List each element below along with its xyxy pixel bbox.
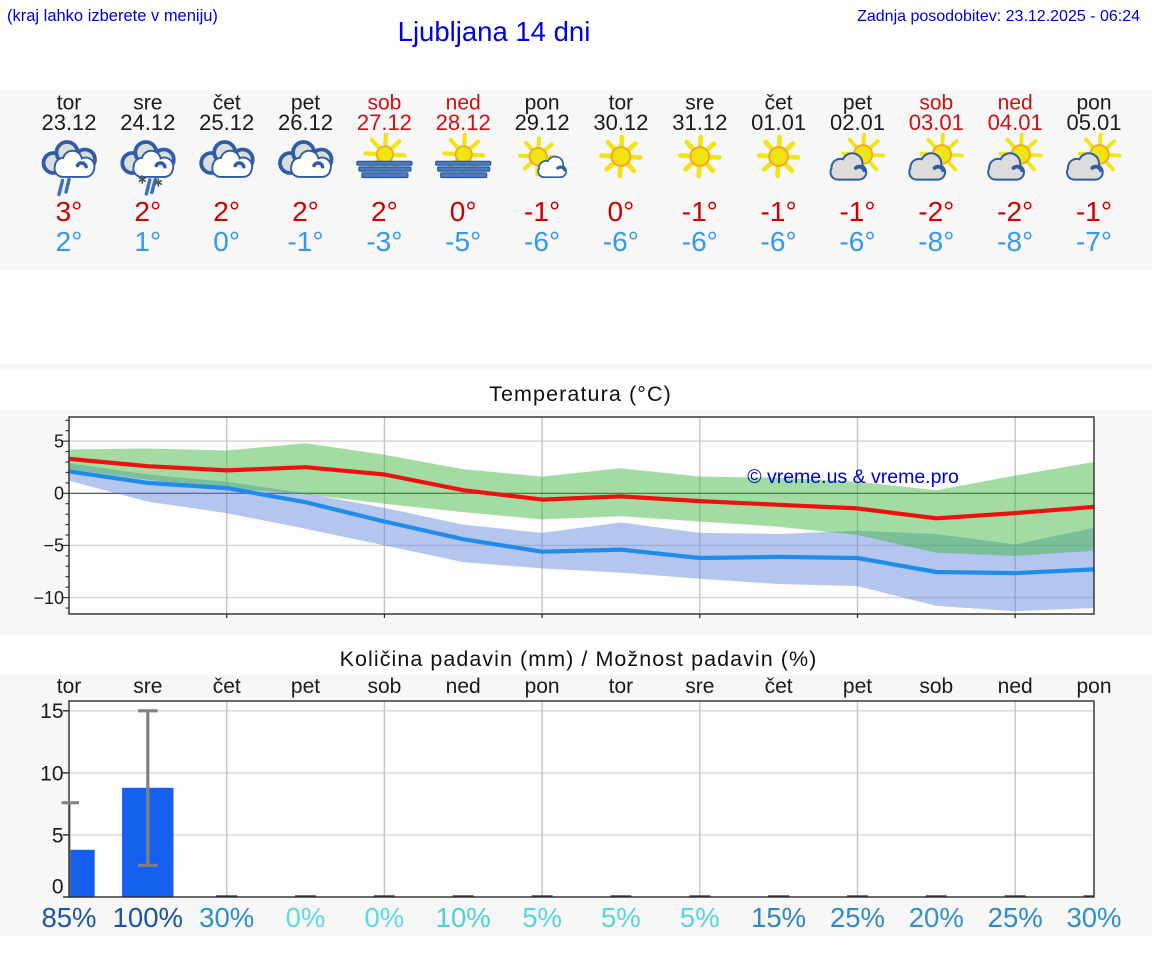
svg-text:26.12: 26.12 [278,110,333,135]
svg-text:28.12: 28.12 [436,110,491,135]
svg-text:pon: pon [1076,92,1111,115]
svg-text:tor: tor [609,92,634,115]
svg-text:−5: −5 [43,536,64,556]
svg-text:sob: sob [367,92,401,115]
svg-text:5: 5 [54,431,64,451]
svg-text:20%: 20% [909,902,964,933]
svg-text:5%: 5% [522,902,562,933]
svg-text:tor: tor [57,92,82,115]
svg-text:-6°: -6° [761,226,797,257]
svg-text:sre: sre [685,675,714,698]
svg-text:-1°: -1° [839,196,875,227]
svg-text:-1°: -1° [1076,196,1112,227]
svg-text:sre: sre [133,92,162,115]
svg-text:0: 0 [52,875,64,898]
svg-text:čet: čet [765,92,793,115]
svg-text:ned: ned [446,92,481,115]
svg-text:0°: 0° [450,196,477,227]
svg-text:5%: 5% [601,902,641,933]
svg-text:pon: pon [1076,675,1111,698]
svg-text:pet: pet [291,675,320,698]
svg-text:15: 15 [40,700,63,723]
svg-text:-6°: -6° [603,226,639,257]
svg-text:-8°: -8° [918,226,954,257]
svg-text:30.12: 30.12 [593,110,648,135]
svg-text:30%: 30% [199,902,254,933]
svg-text:2°: 2° [134,196,161,227]
svg-text:5: 5 [52,824,64,847]
svg-text:-1°: -1° [682,196,718,227]
svg-text:30%: 30% [1066,902,1121,933]
svg-text:0%: 0% [286,902,326,933]
svg-text:pet: pet [843,92,872,115]
svg-text:-1°: -1° [287,226,323,257]
svg-text:27.12: 27.12 [357,110,412,135]
svg-text:−10: −10 [33,588,64,608]
svg-text:05.01: 05.01 [1066,110,1121,135]
svg-text:čet: čet [213,675,241,698]
svg-text:tor: tor [57,675,82,698]
svg-text:-3°: -3° [366,226,402,257]
svg-text:ned: ned [998,92,1033,115]
svg-text:-6°: -6° [524,226,560,257]
svg-text:0: 0 [54,484,64,504]
svg-text:10%: 10% [436,902,491,933]
svg-text:-2°: -2° [918,196,954,227]
svg-text:pon: pon [525,92,560,115]
svg-text:sre: sre [133,675,162,698]
svg-text:-8°: -8° [997,226,1033,257]
svg-text:31.12: 31.12 [672,110,727,135]
svg-text:-2°: -2° [997,196,1033,227]
svg-text:25.12: 25.12 [199,110,254,135]
svg-text:03.01: 03.01 [909,110,964,135]
svg-text:0°: 0° [213,226,240,257]
svg-text:25%: 25% [830,902,885,933]
svg-text:sob: sob [919,92,953,115]
svg-text:-6°: -6° [682,226,718,257]
svg-text:23.12: 23.12 [41,110,96,135]
svg-text:ned: ned [998,675,1033,698]
svg-text:15%: 15% [751,902,806,933]
svg-text:2°: 2° [371,196,398,227]
svg-text:29.12: 29.12 [515,110,570,135]
svg-text:1°: 1° [134,226,161,257]
svg-text:2°: 2° [213,196,240,227]
svg-text:85%: 85% [41,902,96,933]
svg-text:sre: sre [685,92,714,115]
svg-text:100%: 100% [113,902,183,933]
svg-text:04.01: 04.01 [988,110,1043,135]
svg-text:24.12: 24.12 [120,110,175,135]
svg-text:-1°: -1° [761,196,797,227]
svg-text:pet: pet [843,675,872,698]
svg-text:-6°: -6° [839,226,875,257]
svg-text:sob: sob [919,675,953,698]
svg-text:-5°: -5° [445,226,481,257]
svg-text:tor: tor [609,675,634,698]
svg-text:25%: 25% [988,902,1043,933]
svg-text:čet: čet [765,675,793,698]
svg-text:-7°: -7° [1076,226,1112,257]
svg-text:2°: 2° [292,196,319,227]
svg-text:-1°: -1° [524,196,560,227]
svg-text:10: 10 [40,762,63,785]
svg-text:© vreme.us & vreme.pro: © vreme.us & vreme.pro [747,466,959,488]
svg-text:01.01: 01.01 [751,110,806,135]
svg-text:5%: 5% [680,902,720,933]
svg-text:sob: sob [367,675,401,698]
svg-text:2°: 2° [56,226,83,257]
svg-text:0%: 0% [365,902,405,933]
svg-text:0°: 0° [608,196,635,227]
svg-text:ned: ned [446,675,481,698]
svg-text:čet: čet [213,92,241,115]
svg-text:02.01: 02.01 [830,110,885,135]
svg-text:3°: 3° [56,196,83,227]
svg-text:pet: pet [291,92,320,115]
svg-text:pon: pon [525,675,560,698]
